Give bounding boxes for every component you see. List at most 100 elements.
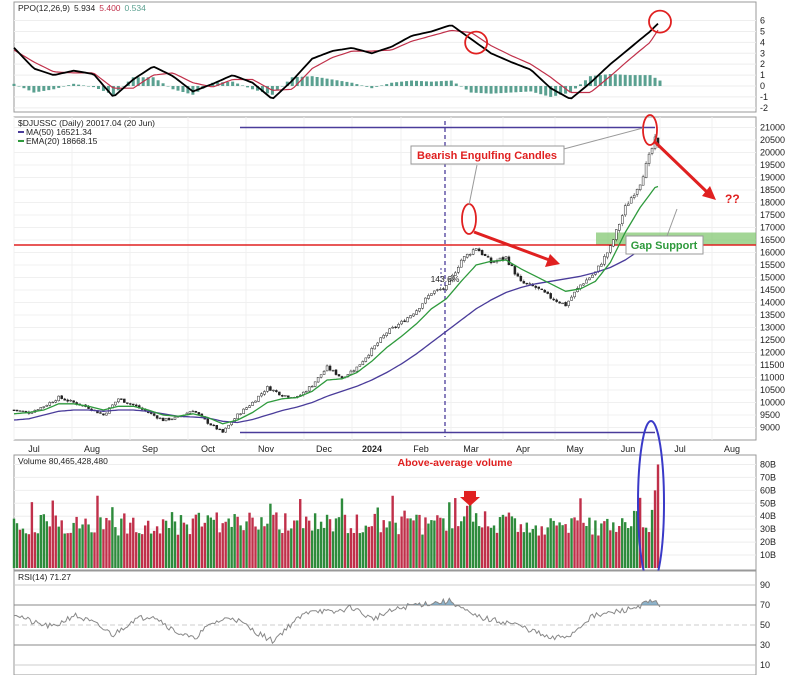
candle-body <box>337 374 341 377</box>
price-y-tick: 10000 <box>760 398 785 408</box>
volume-bar <box>63 533 66 568</box>
x-axis-tick: Nov <box>258 444 275 454</box>
volume-bar <box>310 530 314 568</box>
candle-body <box>191 410 195 413</box>
volume-bar <box>436 515 439 568</box>
candle-body <box>21 410 25 413</box>
candle-body <box>376 342 379 346</box>
volume-bar <box>143 525 147 568</box>
volume-bar <box>164 520 168 568</box>
ppo-hist-bar <box>484 86 488 94</box>
ppo-hist-bar <box>395 82 399 86</box>
volume-bar <box>480 527 484 568</box>
volume-bar <box>90 532 93 568</box>
volume-bar <box>349 528 353 568</box>
volume-bar <box>108 520 111 568</box>
volume-bar <box>230 526 233 568</box>
ppo-hist-bar <box>613 74 617 86</box>
candle-body <box>99 412 102 414</box>
price-y-tick: 11500 <box>760 360 784 370</box>
volume-bar <box>588 517 591 568</box>
ppo-hist-bar <box>564 86 568 94</box>
volume-bar <box>498 517 502 568</box>
ppo-peak-circle <box>648 9 672 34</box>
volume-bar <box>489 527 493 568</box>
volume-bar <box>451 528 454 568</box>
ppo-hist-bar <box>529 86 533 92</box>
ppo-hist-bar <box>578 84 582 86</box>
price-y-tick: 19500 <box>760 160 785 170</box>
volume-y-tick: 30B <box>760 524 776 534</box>
candle-body <box>39 407 43 411</box>
volume-bar <box>236 516 239 568</box>
volume-bar <box>385 527 388 568</box>
candle-body <box>477 248 481 252</box>
volume-bar <box>558 522 561 568</box>
volume-bar <box>397 534 400 568</box>
candle-body <box>42 406 46 408</box>
ppo-hist-bar <box>340 81 344 86</box>
volume-bar <box>290 528 293 568</box>
volume-bar <box>638 497 642 568</box>
candle-body <box>245 407 248 410</box>
volume-bar <box>477 526 481 568</box>
ppo-hist-bar <box>549 86 553 97</box>
ppo-hist-bar <box>231 81 235 86</box>
ppo-hist-bar <box>106 86 110 93</box>
candle-body <box>242 408 245 414</box>
volume-bar <box>555 525 558 568</box>
candle-body <box>364 357 368 362</box>
candle-body <box>260 393 263 397</box>
volume-bar <box>325 514 329 568</box>
candle-body <box>69 399 72 402</box>
candle-body <box>48 402 52 406</box>
ppo-hist-bar <box>539 86 543 95</box>
volume-bar <box>427 523 430 568</box>
ppo-hist-bar <box>181 86 185 92</box>
candle-body <box>650 148 654 154</box>
volume-bar <box>567 532 570 568</box>
ppo-signal-line <box>13 29 659 94</box>
volume-bar <box>33 532 37 568</box>
volume-bar <box>624 522 627 568</box>
volume-bar <box>45 521 48 568</box>
volume-bar <box>257 529 260 568</box>
ppo-hist-bar <box>628 75 632 86</box>
volume-bar <box>474 513 478 568</box>
price-y-tick: 9500 <box>760 410 780 420</box>
x-axis-tick: Dec <box>316 444 333 454</box>
volume-bar <box>463 516 466 568</box>
volume-bar <box>373 513 376 568</box>
ppo-y-tick: 5 <box>760 26 765 36</box>
candle-body <box>519 276 523 282</box>
volume-bar <box>316 529 320 568</box>
volume-bar <box>296 520 299 568</box>
x-axis-tick: Jul <box>674 444 686 454</box>
ppo-y-tick: 1 <box>760 70 765 80</box>
candle-body <box>570 296 573 301</box>
candle-body <box>501 257 505 260</box>
ppo-y-tick: 2 <box>760 59 765 69</box>
candle-body <box>158 417 162 420</box>
ma50-line <box>13 239 659 424</box>
ppo-hist-bar <box>419 81 423 86</box>
volume-bar <box>364 525 368 568</box>
ppo-hist-bar <box>459 86 463 87</box>
candle-body <box>546 291 549 294</box>
candle-body <box>254 400 257 403</box>
ppo-hist-bar <box>255 86 259 91</box>
ppo-hist-bar <box>380 85 384 86</box>
candle-body <box>510 264 514 267</box>
candle-body <box>612 239 615 247</box>
price-y-tick: 21000 <box>760 123 785 133</box>
candle-body <box>626 203 630 206</box>
candle-body <box>492 261 496 263</box>
candle-body <box>278 391 281 396</box>
ppo-hist-bar <box>251 86 255 90</box>
price-legend: $DJUSSC (Daily) 20017.04 (20 Jun) <box>18 118 155 128</box>
ppo-y-tick: 0 <box>760 81 765 91</box>
candle-body <box>102 413 105 416</box>
candle-body <box>370 348 374 356</box>
candle-body <box>334 369 338 375</box>
volume-bar <box>18 529 22 568</box>
